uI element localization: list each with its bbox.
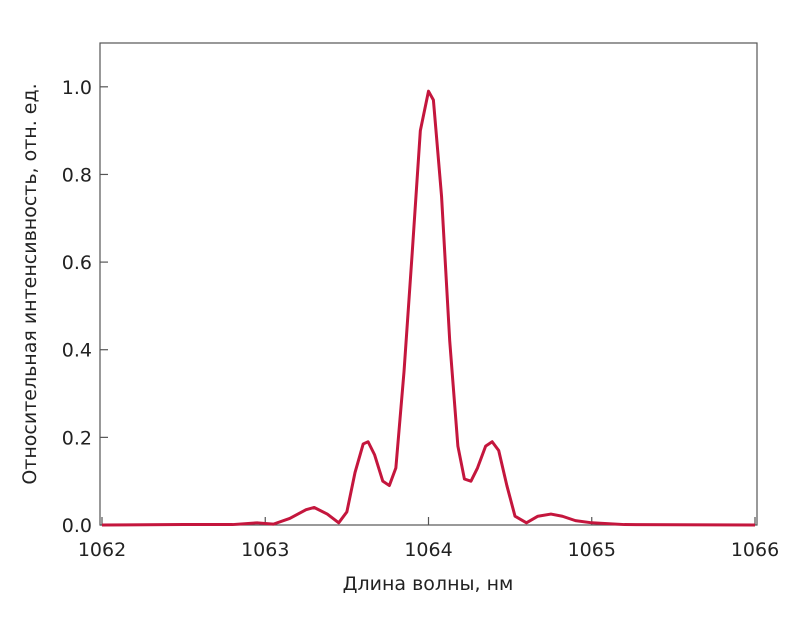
y-tick-label: 0.6 — [62, 252, 92, 274]
x-tick-label: 1065 — [568, 539, 616, 561]
plot-frame — [99, 42, 758, 526]
x-tick-label: 1063 — [241, 539, 289, 561]
y-tick-label: 0.4 — [62, 340, 92, 362]
y-axis-label: Относительная интенсивность, отн. ед. — [19, 83, 41, 484]
y-tick-label: 0.0 — [62, 515, 92, 537]
y-tick-label: 0.2 — [62, 427, 92, 449]
x-tick-label: 1062 — [78, 539, 126, 561]
x-axis-label: Длина волны, нм — [343, 573, 514, 595]
x-tick-label: 1066 — [731, 539, 779, 561]
y-tick-label: 0.8 — [62, 164, 92, 186]
x-tick-label: 1064 — [404, 539, 452, 561]
line-series — [101, 89, 756, 527]
y-tick-label: 1.0 — [62, 77, 92, 99]
